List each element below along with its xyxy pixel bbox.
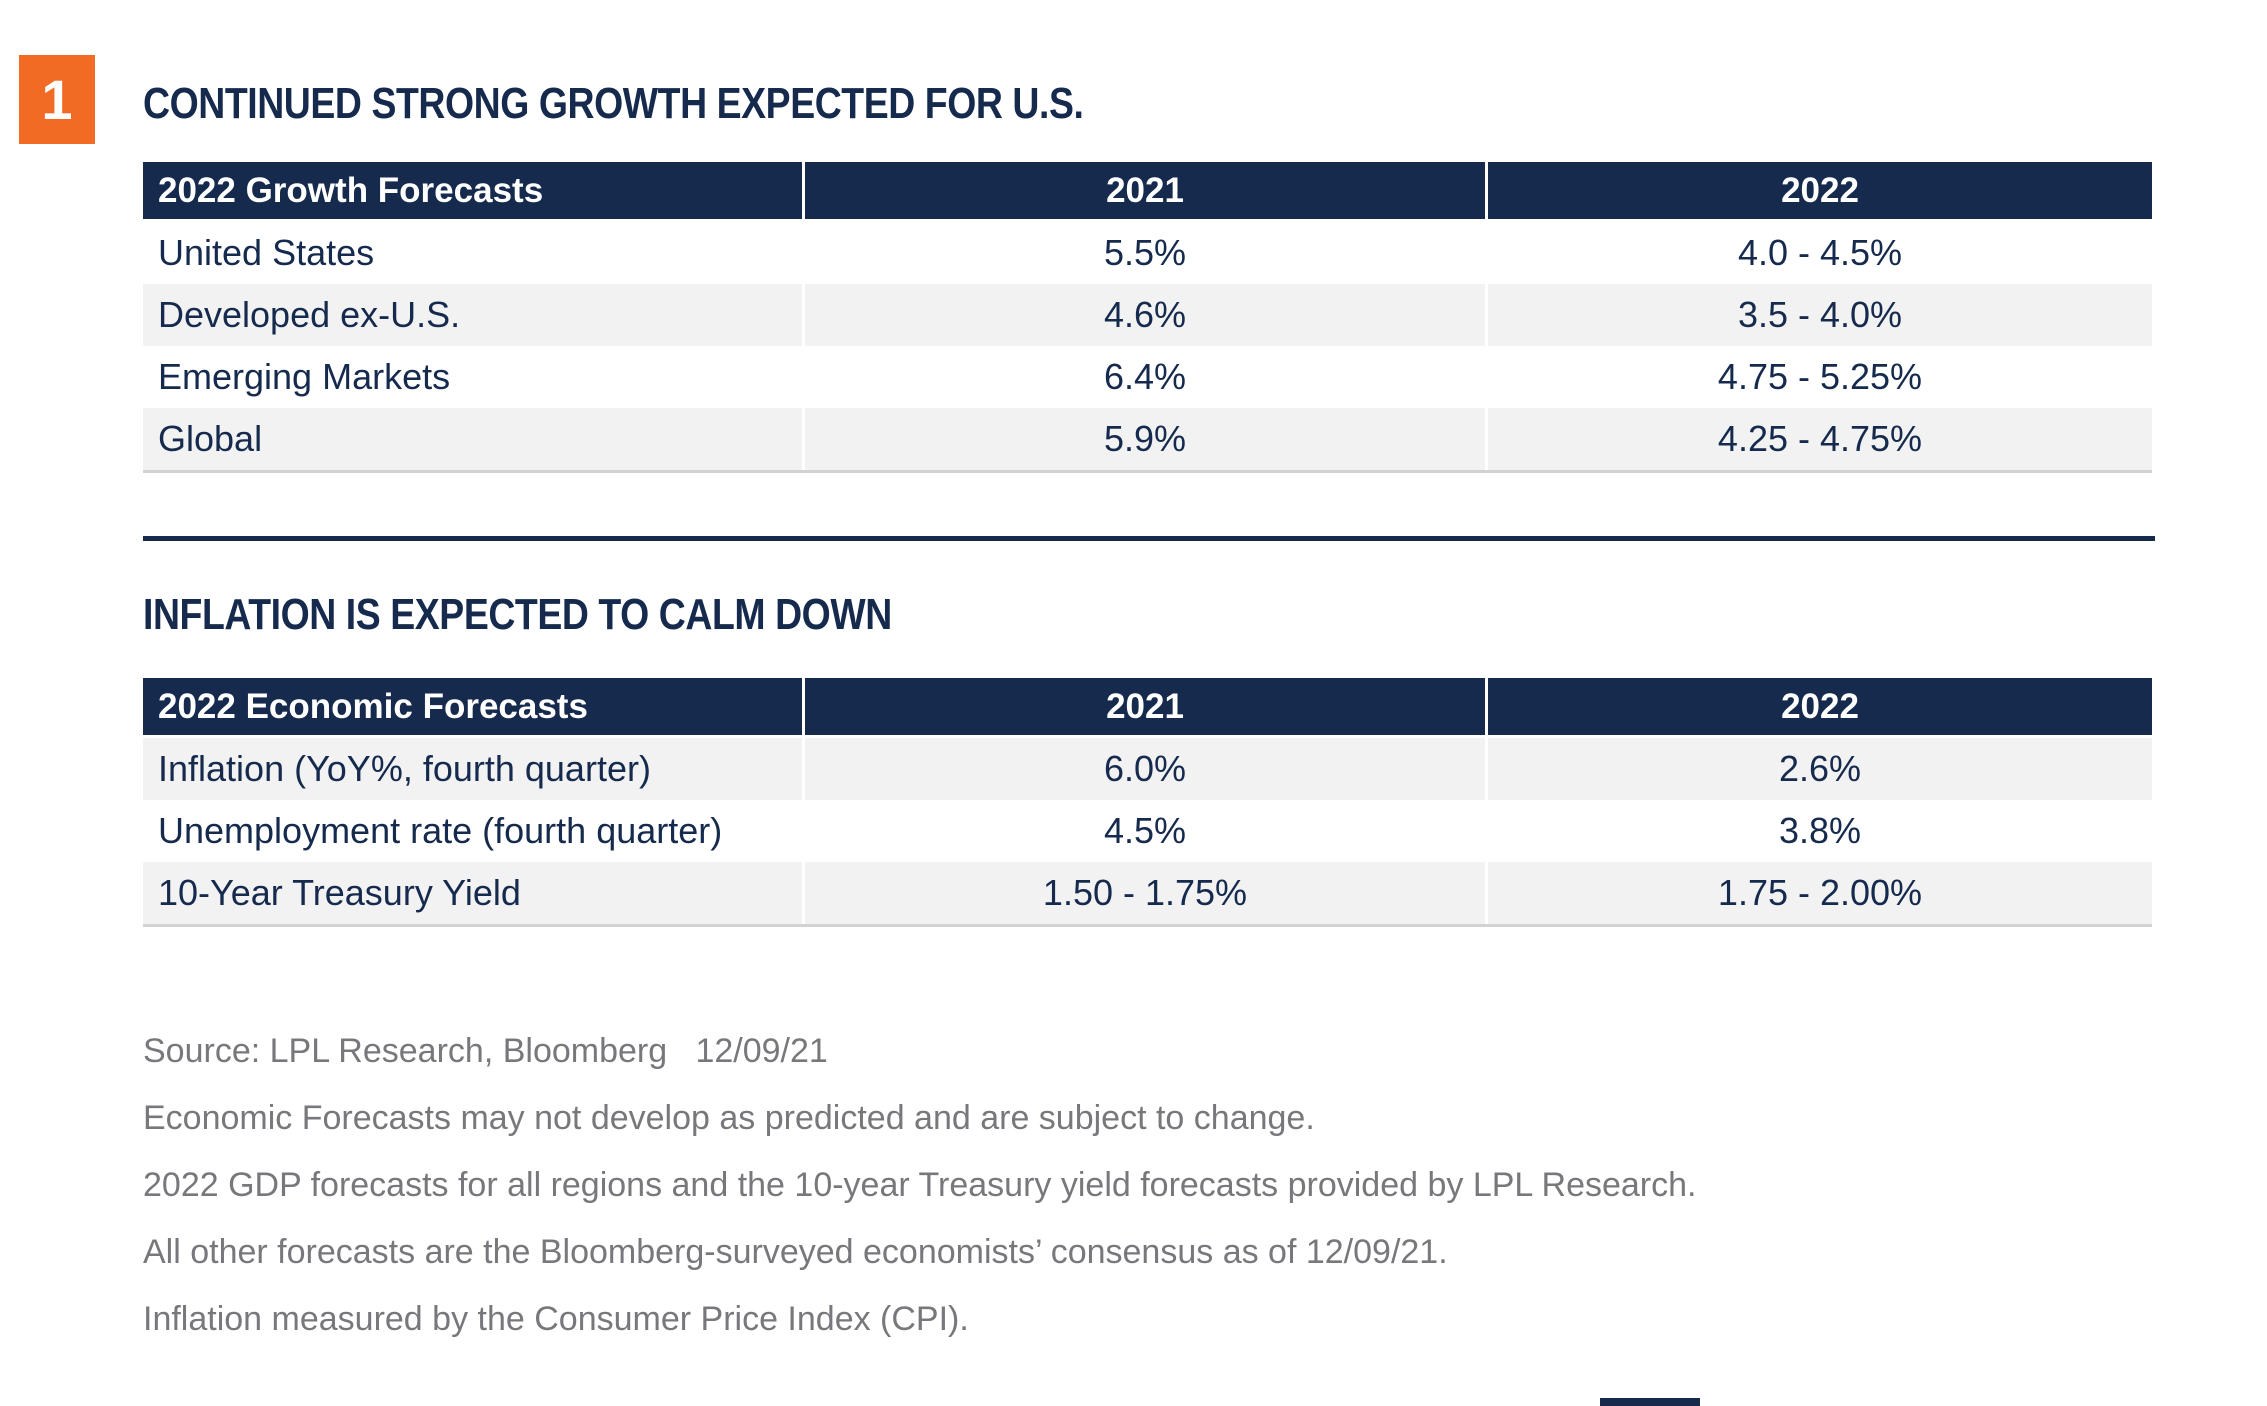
- value-2022-cell: 4.75 - 5.25%: [1717, 356, 1923, 397]
- row-label-cell: Developed ex-U.S.: [143, 284, 805, 346]
- value-2022-cell: 4.25 - 4.75%: [1717, 418, 1923, 459]
- row-label-cell: Unemployment rate (fourth quarter): [143, 800, 805, 862]
- value-2022-cell: 2.6%: [1778, 748, 1862, 789]
- table-header-row: 2022 Growth Forecasts 2021 2022: [143, 162, 2152, 222]
- header-2022-cell: 2022: [1781, 170, 1859, 210]
- footnote-line: All other forecasts are the Bloomberg-su…: [143, 1233, 1448, 1271]
- table-row: Inflation (YoY%, fourth quarter) 6.0% 2.…: [143, 738, 2152, 800]
- row-label-cell: Inflation (YoY%, fourth quarter): [143, 738, 805, 800]
- figure-number-badge: 1: [19, 55, 95, 144]
- row-label-cell: 10-Year Treasury Yield: [143, 862, 805, 924]
- value-2021-cell: 6.4%: [805, 346, 1488, 408]
- header-2021-cell: 2021: [805, 162, 1488, 219]
- section2-title: INFLATION IS EXPECTED TO CALM DOWN: [143, 590, 892, 639]
- table-row: 10-Year Treasury Yield 1.50 - 1.75% 1.75…: [143, 862, 2152, 924]
- page-footer-bar: [1600, 1398, 1700, 1406]
- growth-forecasts-table: 2022 Growth Forecasts 2021 2022 United S…: [143, 162, 2152, 473]
- section1-title: CONTINUED STRONG GROWTH EXPECTED FOR U.S…: [143, 79, 1084, 128]
- header-2022-cell: 2022: [1781, 686, 1859, 726]
- value-2022-cell: 1.75 - 2.00%: [1717, 872, 1923, 913]
- table-row: Unemployment rate (fourth quarter) 4.5% …: [143, 800, 2152, 862]
- value-2021-cell: 1.50 - 1.75%: [805, 862, 1488, 924]
- header-2021-cell: 2021: [805, 678, 1488, 735]
- value-2021-cell: 6.0%: [805, 738, 1488, 800]
- table-row: Developed ex-U.S. 4.6% 3.5 - 4.0%: [143, 284, 2152, 346]
- footnote-line: 2022 GDP forecasts for all regions and t…: [143, 1166, 1697, 1204]
- value-2021-cell: 4.6%: [805, 284, 1488, 346]
- row-label-cell: Global: [143, 408, 805, 470]
- value-2022-cell: 4.0 - 4.5%: [1737, 232, 1903, 273]
- header-label-cell: 2022 Growth Forecasts: [143, 162, 805, 219]
- header-label-cell: 2022 Economic Forecasts: [143, 678, 805, 735]
- footnote-line: Economic Forecasts may not develop as pr…: [143, 1099, 1315, 1137]
- value-2021-cell: 4.5%: [805, 800, 1488, 862]
- row-label-cell: United States: [143, 222, 805, 284]
- section-divider: [143, 536, 2155, 541]
- table-row: Global 5.9% 4.25 - 4.75%: [143, 408, 2152, 470]
- value-2022-cell: 3.8%: [1778, 810, 1862, 851]
- value-2021-cell: 5.9%: [805, 408, 1488, 470]
- footnotes-block: Source: LPL Research, Bloomberg 12/09/21…: [143, 1018, 2143, 1353]
- footnote-source-line: Source: LPL Research, Bloomberg 12/09/21: [143, 1032, 828, 1070]
- footnote-line: Inflation measured by the Consumer Price…: [143, 1300, 969, 1338]
- row-label-cell: Emerging Markets: [143, 346, 805, 408]
- economic-forecasts-table: 2022 Economic Forecasts 2021 2022 Inflat…: [143, 678, 2152, 927]
- value-2021-cell: 5.5%: [805, 222, 1488, 284]
- table-row: United States 5.5% 4.0 - 4.5%: [143, 222, 2152, 284]
- table-row: Emerging Markets 6.4% 4.75 - 5.25%: [143, 346, 2152, 408]
- table-header-row: 2022 Economic Forecasts 2021 2022: [143, 678, 2152, 738]
- value-2022-cell: 3.5 - 4.0%: [1737, 294, 1903, 335]
